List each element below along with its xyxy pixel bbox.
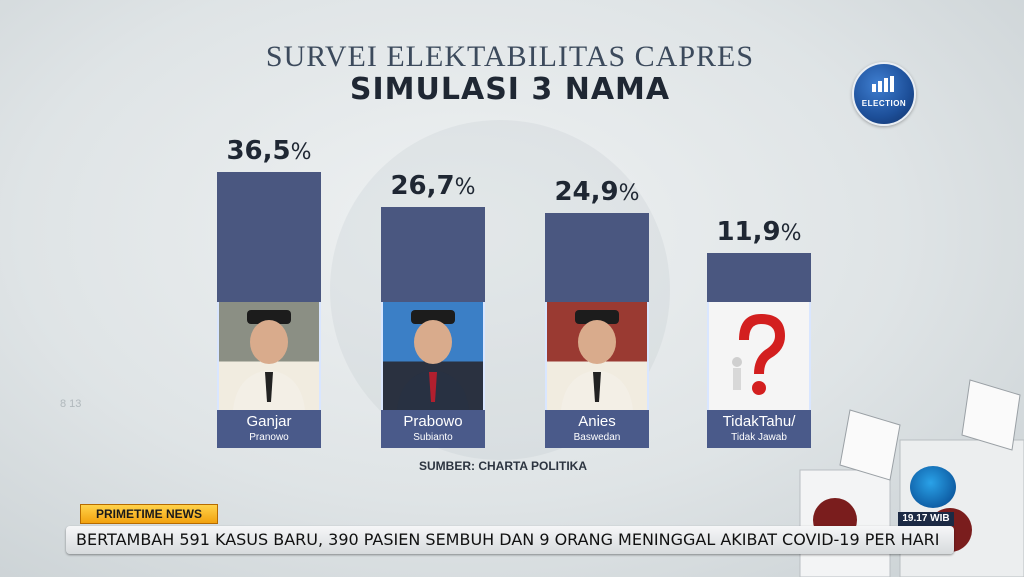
candidate-surname: Subianto <box>413 432 453 443</box>
candidate-photo <box>217 302 321 410</box>
candidate-name-box: Anies Baswedan <box>545 410 649 448</box>
value-number: 26,7 <box>390 171 455 201</box>
candidate-photo <box>381 302 485 410</box>
candidate-name-box: TidakTahu/Tidak Jawab <box>707 410 811 448</box>
candidate-name-box: Ganjar Pranowo <box>217 410 321 448</box>
bar <box>381 207 485 302</box>
percent-symbol: % <box>454 175 476 200</box>
logo-label: ELECTION <box>861 99 907 108</box>
value-label: 26,7% <box>381 171 485 201</box>
percent-symbol: % <box>290 140 312 165</box>
ballot-boxes-graphic <box>799 379 1024 577</box>
bar <box>707 253 811 302</box>
chart-title: SURVEI ELEKTABILITAS CAPRES <box>265 40 755 73</box>
chart-subtitle: SIMULASI 3 NAMA <box>349 72 671 107</box>
percent-symbol: % <box>618 181 640 206</box>
value-label: 36,5% <box>217 136 321 166</box>
candidate-name: Anies <box>578 413 616 430</box>
news-ticker: BERTAMBAH 591 KASUS BARU, 390 PASIEN SEM… <box>66 526 954 554</box>
clock: 19.17 WIB <box>898 512 954 526</box>
value-number: 36,5 <box>226 136 291 166</box>
bar <box>217 172 321 302</box>
question-mark-icon <box>707 302 811 410</box>
small-mark: 8 13 <box>60 398 82 410</box>
source-label: SUMBER: CHARTA POLITIKA <box>419 459 587 473</box>
program-tag: PRIMETIME NEWS <box>80 504 218 524</box>
candidate-surname: Pranowo <box>249 432 289 443</box>
bar-chart-icon <box>872 76 896 92</box>
candidate-name: Prabowo <box>403 413 463 430</box>
eagle-logo-icon <box>910 466 956 508</box>
candidate-surname: Tidak Jawab <box>731 432 787 443</box>
candidate-name: TidakTahu/ <box>722 413 796 430</box>
value-label: 11,9% <box>707 217 811 247</box>
candidate-name: Ganjar <box>246 413 292 430</box>
candidate-photo <box>545 302 649 410</box>
candidate-surname: Baswedan <box>573 432 621 443</box>
value-number: 24,9 <box>554 177 619 207</box>
percent-symbol: % <box>780 221 802 246</box>
value-label: 24,9% <box>545 177 649 207</box>
candidate-name-box: Prabowo Subianto <box>381 410 485 448</box>
election-channel-logo: ELECTION <box>852 62 916 126</box>
value-number: 11,9 <box>716 217 781 247</box>
bar <box>545 213 649 302</box>
